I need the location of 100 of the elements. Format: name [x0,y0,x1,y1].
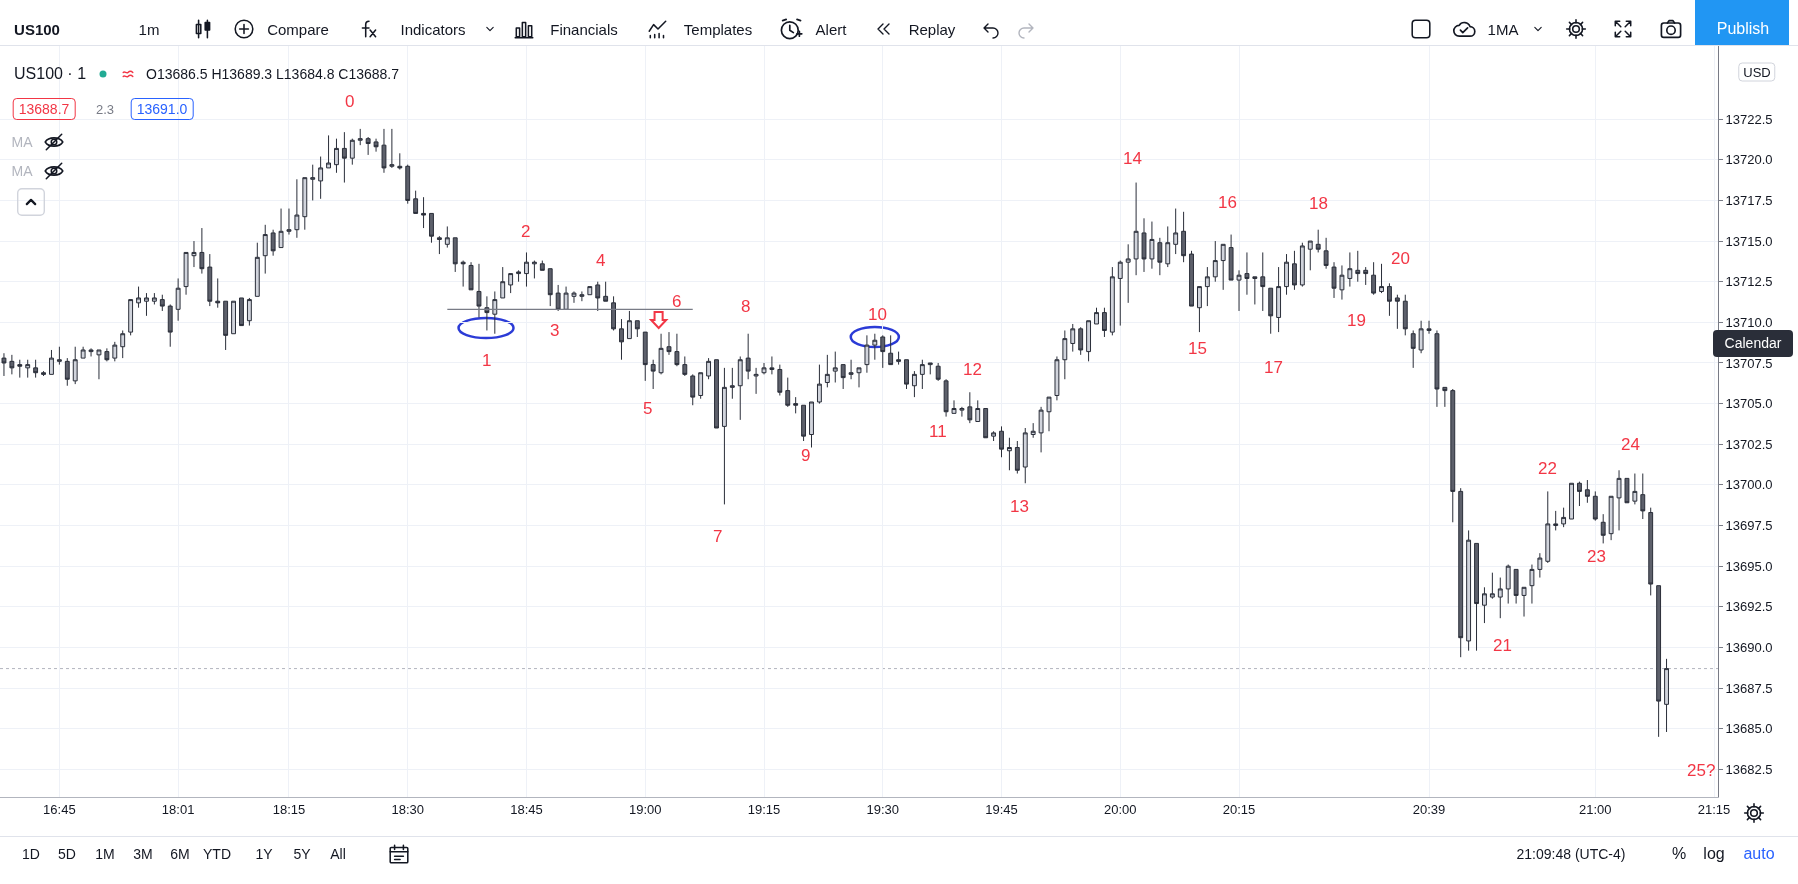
annotation: 1 [482,351,492,370]
candlestick [801,404,807,442]
candlestick [136,286,141,309]
text: Compare [267,20,329,38]
text: O13686.5 H13689.3 L13684.8 C13688.7 [146,66,400,82]
candlestick [896,351,902,366]
annotation: 23 [1587,547,1606,566]
candlestick [1442,386,1448,408]
candlestick [1664,658,1669,733]
x-tick-label: 19:45 [985,801,1018,817]
candlestick [919,359,925,390]
y-tick-label: 13722.5 [1725,111,1773,127]
candlestick [1046,396,1052,432]
candlestick [1268,287,1274,335]
candlestick [56,346,62,366]
text: Calendar [1724,335,1782,351]
candlestick [1584,479,1590,504]
text: US100 [14,20,60,38]
candlestick [436,235,442,255]
candlestick [753,367,759,395]
candlestick [1545,490,1551,564]
candlestick [500,266,506,299]
candlestick [326,134,331,169]
x-tick-label: 20:39 [1412,801,1446,817]
x-tick-label: 19:00 [628,801,662,817]
candlestick [1030,422,1036,439]
text: 3M [133,846,153,862]
candlestick [555,284,561,312]
annotation: 22 [1538,459,1557,478]
annotation: 13 [1010,497,1029,516]
y-tick-label: 13690.0 [1725,640,1773,655]
candlestick [1600,513,1606,544]
candlestick [1038,406,1044,453]
text: YTD [203,846,231,862]
candlestick [302,177,308,231]
candlestick [334,138,339,174]
candlestick [452,237,458,273]
candlestick [1592,490,1598,522]
candlestick [1299,242,1305,288]
candlestick [619,318,624,361]
text: Templates [683,20,753,38]
annotation: 2.3 [95,101,115,117]
candlestick [959,406,965,418]
y-tick-label: 13707.5 [1725,355,1773,371]
candlestick [1054,355,1060,401]
candlestick [112,341,118,362]
candlestick [128,299,134,336]
annotation: 0 [345,92,355,111]
candlestick [1339,264,1345,301]
candlestick [911,370,917,398]
y-tick-label: 13710.0 [1725,314,1773,330]
candlestick [120,329,126,359]
annotation: 6 [672,292,682,311]
candlestick [1458,487,1464,658]
text: % [1671,845,1687,863]
text: auto [1743,845,1775,863]
candlestick [809,401,814,449]
text: 6M [170,846,190,862]
candlestick [785,377,791,408]
candlestick [1410,329,1416,369]
candlestick [1236,269,1242,312]
annotation: 16 [1218,193,1237,212]
candlestick [49,349,54,375]
candlestick [1561,507,1567,528]
candlestick [1323,237,1329,270]
candlestick [1014,440,1020,475]
candlestick [824,354,830,388]
text: log [1703,845,1725,863]
candlestick [579,290,585,302]
candlestick [1355,250,1361,283]
annotation: 17 [1264,358,1283,377]
text: 1m [138,20,160,38]
text: 1Y [255,846,273,862]
y-tick-label: 13702.5 [1725,436,1773,452]
annotation: 10 [868,305,887,324]
candlestick [690,373,696,406]
candlestick [1125,243,1131,304]
candlestick [1402,294,1408,336]
candlestick [1387,282,1392,317]
text: Replay [908,20,956,38]
candlestick [848,359,854,380]
candlestick [516,269,522,283]
candlestick [1466,529,1472,652]
candlestick [1656,585,1662,738]
y-tick-label: 13695.0 [1725,558,1773,574]
text: 1M [95,846,115,862]
candlestick [429,212,434,244]
candlestick [769,355,775,375]
text: 21:09:48 (UTC-4) [1516,846,1626,862]
annotation: 5 [643,399,653,418]
candlestick [1070,323,1076,353]
y-tick-label: 13717.5 [1725,192,1773,208]
candlestick [1006,437,1012,471]
candlestick [539,260,545,271]
candlestick [983,408,989,439]
candlestick [270,229,276,257]
y-tick-label: 13705.0 [1725,396,1773,412]
candlestick [1094,307,1099,325]
candlestick [1521,586,1527,618]
candlestick [706,357,712,380]
